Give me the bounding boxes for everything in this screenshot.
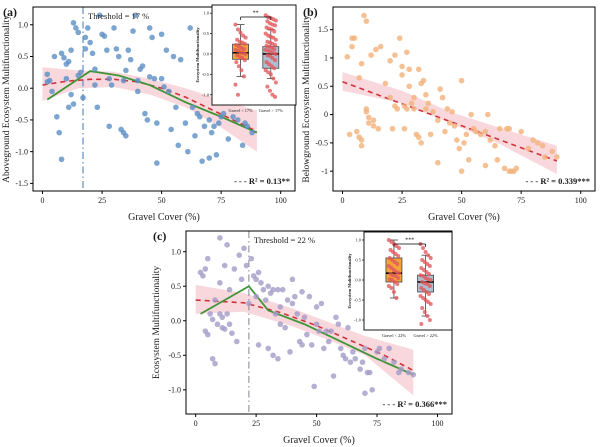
- inset-y-tick-label: -0.5: [354, 298, 362, 303]
- panel-c-chart: 0 25 50 75 100 1.0 0.5 0.0 -0.5 -1.0 Gravel Cover …: [151, 229, 453, 446]
- panel-b-chart: 0 25 50 75 100 1.5 1 0.5 0 -0.5 -1 Gravel Cover (%)…: [301, 5, 596, 223]
- regression-line: [195, 299, 414, 372]
- y-tick-label: 1.0: [18, 20, 28, 29]
- x-tick-label: 50: [158, 196, 166, 205]
- y-tick-label: 0.5: [318, 82, 328, 91]
- x-axis-label: Gravel Cover (%): [283, 435, 355, 446]
- y-tick-label: 1.5: [318, 25, 328, 34]
- y-tick-label: -1.5: [15, 179, 28, 188]
- scatter-points: [344, 12, 560, 174]
- y-tick-label: 0: [324, 110, 328, 119]
- inset-boxplot: 1.0 0.5 0.0 -0.5 -1.0 Ecosystem Multifunction…: [347, 231, 453, 338]
- inset-y-tick-label: 0.0: [355, 278, 361, 283]
- x-tick-label: 75: [217, 196, 225, 205]
- x-axis-label: Gravel Cover (%): [428, 212, 500, 223]
- x-axis-label: Gravel Cover (%): [128, 212, 200, 223]
- inset-y-tick-label: 1.0: [355, 238, 361, 243]
- inset-y-tick-label: 0.5: [355, 258, 361, 263]
- inset-frame: [363, 231, 453, 331]
- panel-letter: (a): [3, 5, 17, 19]
- y-tick-label: -1.0: [15, 147, 28, 156]
- inset-significance-label: **: [253, 11, 259, 17]
- inset-y-tick-label: -1.0: [354, 318, 362, 323]
- y-tick-label: 1: [324, 54, 328, 63]
- segmented-regression-line: [200, 285, 414, 376]
- inset-y-tick-label: -1.0: [202, 92, 210, 97]
- inset-group-label: Gravel > 17%: [259, 108, 284, 113]
- plot-frame: [332, 6, 596, 192]
- inset-y-tick-label: 0.5: [203, 31, 209, 36]
- x-tick-label: 0: [341, 196, 345, 205]
- y-tick-label: -1.0: [168, 385, 181, 394]
- threshold-label: Threshold = 17 %: [88, 11, 149, 21]
- y-tick-label: -0.5: [168, 351, 181, 360]
- confidence-band: [195, 284, 414, 396]
- regression-line: [342, 80, 558, 162]
- inset-y-axis-label: Ecosystem Multifunctionality: [347, 253, 352, 309]
- r-squared-annotation: - - - R² = 0.366***: [382, 399, 447, 409]
- y-tick-label: 0.0: [171, 316, 181, 325]
- x-tick-label: 0: [41, 196, 45, 205]
- inset-boxplot: 1.0 0.5 0.0 -0.5 -1.0 Ecosystem Multifunction…: [195, 4, 297, 113]
- x-tick-label: 100: [575, 196, 587, 205]
- panel-a-aboveground: 0 25 50 75 100 1.0 0.5 0.0 -0.5 -1.0 -1.5 Gravel Co…: [0, 0, 300, 224]
- y-axis-label: Ecosystem Multifunctionality: [151, 266, 162, 379]
- y-tick-label: -0.5: [15, 116, 28, 125]
- x-tick-label: 50: [313, 419, 321, 428]
- inset-group-label: Gravel < 17%: [228, 108, 253, 113]
- x-tick-label: 25: [398, 196, 406, 205]
- inset-significance-label: ***: [405, 238, 414, 244]
- panel-letter: (c): [153, 229, 166, 243]
- y-tick-label: 0.0: [18, 84, 28, 93]
- x-tick-label: 75: [373, 419, 381, 428]
- inset-frame: [211, 4, 297, 106]
- y-axis-label: Aboveground Ecosystem Multifunctionality: [1, 15, 12, 183]
- panel-b-belowground: 0 25 50 75 100 1.5 1 0.5 0 -0.5 -1 Gravel Cover (%)…: [300, 0, 600, 224]
- confidence-band: [342, 72, 557, 175]
- scatter-points: [44, 12, 255, 166]
- panel-c-ecosystem: 0 25 50 75 100 1.0 0.5 0.0 -0.5 -1.0 Gravel Cover …: [150, 224, 460, 447]
- y-axis-label: Belowground Ecosystem Multifunctionality: [301, 15, 312, 183]
- x-tick-label: 25: [98, 196, 106, 205]
- inset-group-label: Gravel < 22%: [382, 333, 407, 338]
- r-squared-annotation: - - - R² = 0.339***: [525, 176, 590, 186]
- inset-y-tick-label: 0.0: [203, 51, 209, 56]
- y-tick-label: 0.5: [171, 282, 181, 291]
- threshold-label: Threshold = 22 %: [254, 235, 315, 245]
- x-tick-label: 75: [517, 196, 525, 205]
- panel-letter: (b): [303, 5, 318, 19]
- scatter-points: [197, 235, 417, 397]
- y-tick-label: -0.5: [315, 138, 328, 147]
- inset-y-tick-label: 1.0: [203, 11, 209, 16]
- x-tick-label: 50: [458, 196, 466, 205]
- inset-group-label: Gravel > 22%: [414, 333, 439, 338]
- inset-y-tick-label: -0.5: [202, 72, 210, 77]
- x-tick-label: 100: [275, 196, 287, 205]
- panel-a-chart: 0 25 50 75 100 1.0 0.5 0.0 -0.5 -1.0 -1.5 Gravel Co…: [1, 4, 297, 223]
- x-tick-label: 0: [194, 419, 198, 428]
- y-tick-label: -1: [321, 167, 328, 176]
- x-tick-label: 25: [252, 419, 260, 428]
- r-squared-annotation: - - - R² = 0.13**: [234, 176, 290, 186]
- x-tick-label: 100: [431, 419, 443, 428]
- inset-y-axis-label: Ecosystem Multifunctionality: [195, 27, 200, 83]
- y-tick-label: 1.0: [171, 247, 181, 256]
- y-tick-label: 0.5: [18, 52, 28, 61]
